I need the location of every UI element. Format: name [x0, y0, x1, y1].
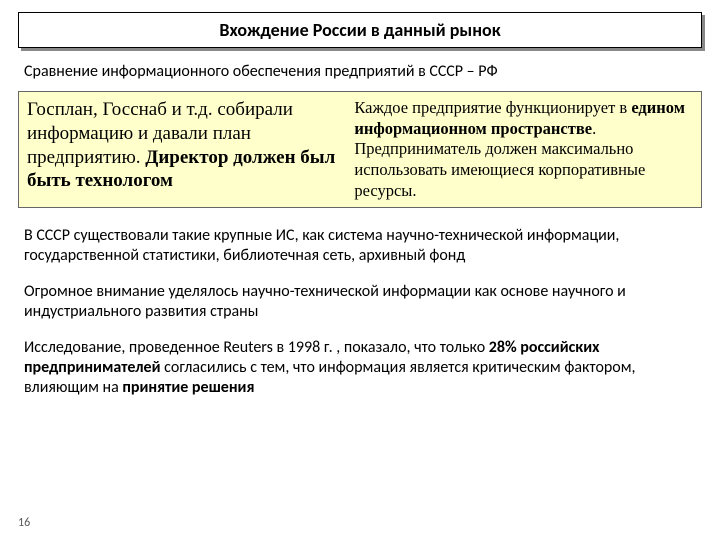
- page-number: 16: [18, 516, 30, 530]
- paragraph-ussr-systems: В СССР существовали такие крупные ИС, ка…: [24, 226, 696, 266]
- ussr-column: Госплан, Госснаб и т.д. собирали информа…: [19, 92, 346, 207]
- paragraph-attention: Огромное внимание уделялось научно-техни…: [24, 282, 696, 322]
- comparison-box: Госплан, Госснаб и т.д. собирали информа…: [18, 91, 702, 208]
- paragraph-reuters: Исследование, проведенное Reuters в 1998…: [24, 338, 696, 398]
- rf-column: Каждое предприятие функционирует в едино…: [346, 92, 701, 207]
- slide-title: Вхождение России в данный рынок: [18, 12, 702, 48]
- comparison-subtitle: Сравнение информационного обеспечения пр…: [24, 62, 696, 81]
